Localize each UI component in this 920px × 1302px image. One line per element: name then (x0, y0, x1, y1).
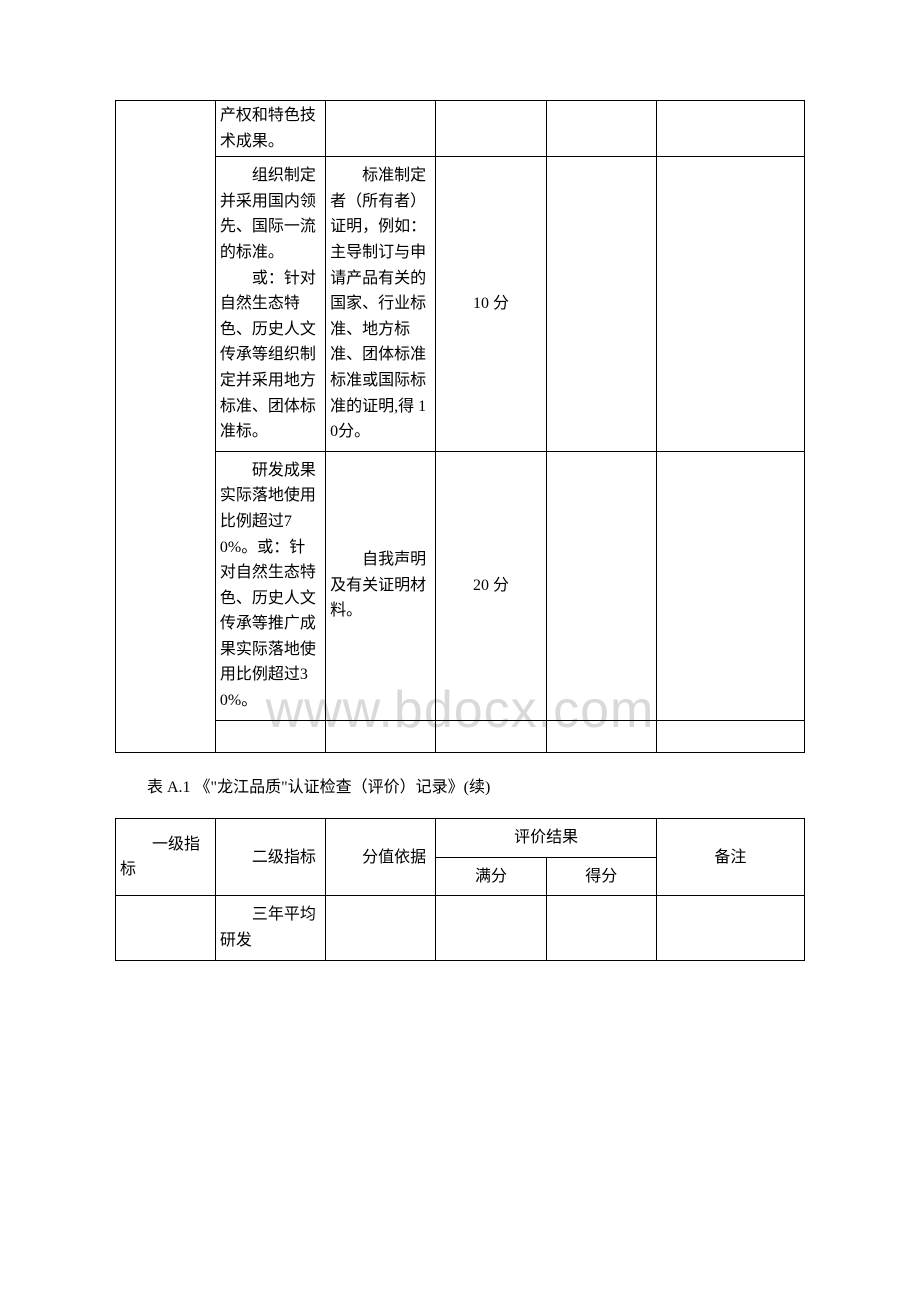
cell-basis: 自我声明及有关证明材料。 (326, 451, 436, 720)
evaluation-table-1: 产权和特色技术成果。 组织制定并采用国内领先、国际一流的标准。 或：针对自然生态… (115, 100, 805, 753)
cell-full-score (436, 896, 546, 960)
header-score: 得分 (546, 857, 656, 896)
table-row: 产权和特色技术成果。 (116, 101, 805, 157)
cell-text-part1: 组织制定并采用国内领先、国际一流的标准。 (220, 163, 321, 265)
cell-empty (546, 720, 656, 752)
cell-empty (215, 720, 325, 752)
cell-level1 (116, 896, 216, 960)
cell-score (546, 451, 656, 720)
header-remark: 备注 (656, 819, 804, 896)
cell-level2: 组织制定并采用国内领先、国际一流的标准。 或：针对自然生态特色、历史人文传承等组… (215, 157, 325, 452)
table-row: 研发成果实际落地使用比例超过70%。或：针对自然生态特色、历史人文传承等推广成果… (116, 451, 805, 720)
table-header-row: 一级指标 二级指标 分值依据 评价结果 备注 (116, 819, 805, 858)
table-row: 组织制定并采用国内领先、国际一流的标准。 或：针对自然生态特色、历史人文传承等组… (116, 157, 805, 452)
cell-remark (656, 451, 804, 720)
cell-remark (656, 896, 804, 960)
page-content: 产权和特色技术成果。 组织制定并采用国内领先、国际一流的标准。 或：针对自然生态… (115, 100, 805, 961)
table-row: 三年平均研发 (116, 896, 805, 960)
cell-score (546, 157, 656, 452)
header-basis: 分值依据 (326, 819, 436, 896)
cell-level1 (116, 101, 216, 753)
cell-text-part2: 或：针对自然生态特色、历史人文传承等组织制定并采用地方标准、团体标准标。 (220, 266, 321, 445)
cell-score (546, 896, 656, 960)
cell-level2: 三年平均研发 (215, 896, 325, 960)
cell-level2: 研发成果实际落地使用比例超过70%。或：针对自然生态特色、历史人文传承等推广成果… (215, 451, 325, 720)
cell-basis (326, 101, 436, 157)
cell-remark (656, 101, 804, 157)
cell-remark (656, 157, 804, 452)
evaluation-table-2: 一级指标 二级指标 分值依据 评价结果 备注 满分 得分 三年平均研发 (115, 818, 805, 960)
header-full-score: 满分 (436, 857, 546, 896)
header-level1: 一级指标 (116, 819, 216, 896)
cell-empty (436, 720, 546, 752)
cell-full-score (436, 101, 546, 157)
table-caption: 表 A.1 《"龙江品质"认证检查（评价）记录》(续) (115, 775, 805, 801)
cell-basis (326, 896, 436, 960)
cell-empty (326, 720, 436, 752)
cell-level2: 产权和特色技术成果。 (215, 101, 325, 157)
cell-full-score: 10 分 (436, 157, 546, 452)
cell-empty (656, 720, 804, 752)
cell-full-score: 20 分 (436, 451, 546, 720)
cell-basis: 标准制定者（所有者）证明，例如：主导制订与申请产品有关的国家、行业标准、地方标准… (326, 157, 436, 452)
header-level2: 二级指标 (215, 819, 325, 896)
table-row-empty (116, 720, 805, 752)
cell-score (546, 101, 656, 157)
header-result: 评价结果 (436, 819, 656, 858)
